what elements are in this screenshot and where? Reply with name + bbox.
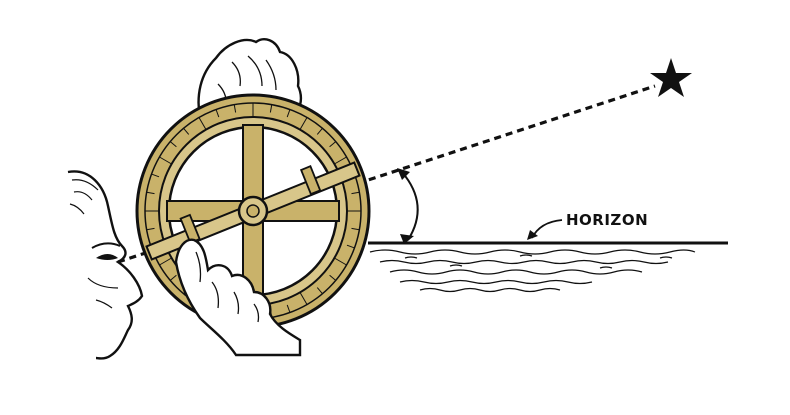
lower-hand — [174, 238, 302, 357]
sight-line — [117, 84, 656, 264]
lower-hand-fingers — [195, 251, 260, 323]
sea-waves — [369, 249, 696, 293]
star-icon — [650, 58, 692, 97]
upper-hand-fingers — [217, 55, 277, 119]
hair-lines — [69, 179, 99, 215]
horizon-label: HORIZON — [566, 211, 648, 229]
angle-arc — [401, 171, 419, 241]
cheek-lines — [87, 277, 119, 309]
face-profile — [67, 170, 144, 360]
angle-arrow-bottom — [400, 234, 414, 244]
horizon-pointer-arrowhead — [527, 230, 538, 240]
eyebrow — [91, 242, 121, 249]
eye — [96, 254, 118, 260]
angle-arrow-top — [397, 168, 410, 180]
